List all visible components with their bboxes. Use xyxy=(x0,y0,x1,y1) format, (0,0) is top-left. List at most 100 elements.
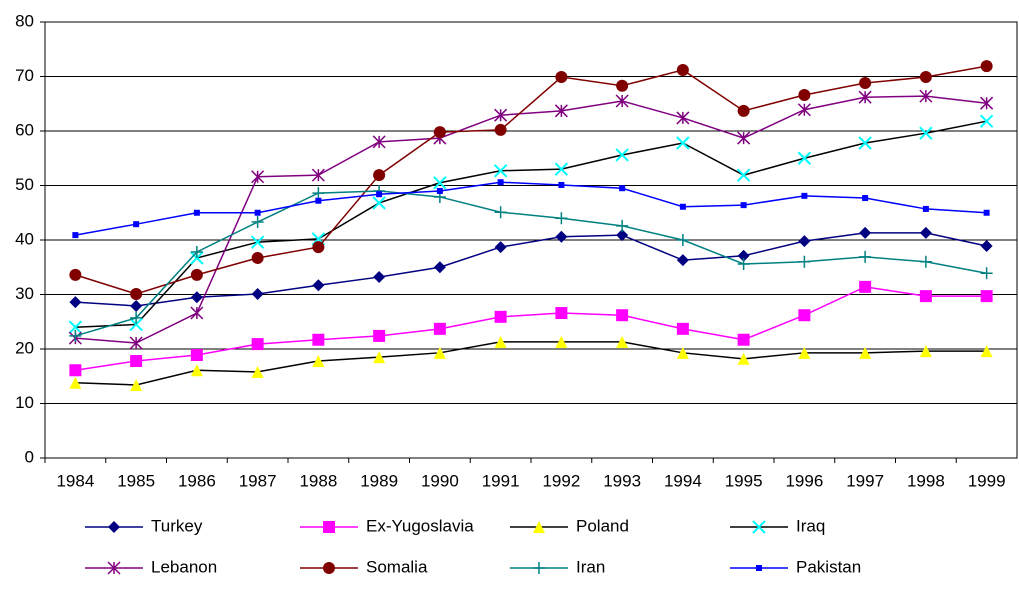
marker xyxy=(919,290,932,303)
marker xyxy=(919,126,933,140)
marker xyxy=(919,226,932,239)
marker xyxy=(740,202,747,209)
marker xyxy=(312,354,325,367)
marker xyxy=(801,192,808,199)
marker xyxy=(373,169,386,182)
marker xyxy=(129,336,143,350)
marker xyxy=(615,148,629,162)
marker xyxy=(619,185,626,192)
legend-label: Pakistan xyxy=(796,557,861,576)
legend-label: Iraq xyxy=(796,516,825,535)
marker xyxy=(190,245,203,258)
marker xyxy=(68,320,83,334)
marker xyxy=(190,291,203,304)
marker xyxy=(737,131,751,145)
legend-label: Turkey xyxy=(151,516,203,535)
marker xyxy=(133,221,140,228)
marker xyxy=(494,108,508,122)
legend-label: Somalia xyxy=(366,557,428,576)
marker xyxy=(433,176,447,190)
marker xyxy=(376,191,383,198)
y-tick-label: 50 xyxy=(15,175,34,194)
marker xyxy=(312,333,325,346)
x-tick-label: 1989 xyxy=(360,471,398,490)
series-line xyxy=(75,341,987,386)
marker xyxy=(919,345,932,358)
marker xyxy=(737,257,750,270)
marker xyxy=(980,60,993,73)
marker xyxy=(980,267,993,280)
marker xyxy=(983,209,990,216)
x-tick-label: 1999 xyxy=(968,471,1006,490)
marker xyxy=(129,317,143,332)
x-tick-label: 1997 xyxy=(846,471,884,490)
marker xyxy=(798,346,811,359)
marker xyxy=(797,151,812,165)
marker xyxy=(130,299,143,312)
series-line xyxy=(75,190,987,337)
marker xyxy=(737,104,750,117)
marker xyxy=(72,232,79,239)
marker xyxy=(676,111,690,125)
marker xyxy=(251,365,264,378)
marker xyxy=(676,322,689,335)
marker xyxy=(130,378,143,391)
x-tick-label: 1987 xyxy=(239,471,277,490)
marker xyxy=(190,306,204,320)
marker xyxy=(736,168,751,182)
marker xyxy=(69,364,82,377)
marker xyxy=(373,329,386,342)
marker xyxy=(554,104,568,118)
marker xyxy=(69,268,82,281)
marker xyxy=(493,164,508,178)
marker xyxy=(919,89,933,103)
y-tick-label: 30 xyxy=(15,284,34,303)
marker xyxy=(676,234,689,246)
x-tick-label: 1998 xyxy=(907,471,945,490)
marker xyxy=(312,279,325,292)
marker xyxy=(433,322,446,335)
marker xyxy=(737,352,750,365)
legend-label: Ex-Yugoslavia xyxy=(366,516,474,535)
marker xyxy=(251,170,265,184)
marker xyxy=(69,329,82,342)
marker xyxy=(555,230,568,243)
marker xyxy=(130,287,143,300)
marker xyxy=(616,229,629,242)
marker xyxy=(251,338,264,351)
legend-label: Lebanon xyxy=(151,557,217,576)
x-tick-label: 1984 xyxy=(56,471,94,490)
marker xyxy=(130,354,143,367)
marker xyxy=(130,311,143,324)
marker xyxy=(676,254,689,267)
series-line xyxy=(75,65,987,295)
marker xyxy=(555,307,568,320)
marker xyxy=(858,90,872,104)
series-line xyxy=(75,286,987,371)
marker xyxy=(373,351,386,364)
y-tick-label: 40 xyxy=(15,229,34,248)
marker xyxy=(980,96,994,110)
marker xyxy=(862,195,869,202)
marker xyxy=(494,241,507,254)
x-tick-label: 1992 xyxy=(542,471,580,490)
marker xyxy=(372,196,386,210)
marker xyxy=(737,249,750,262)
series-line xyxy=(75,95,987,344)
marker xyxy=(311,168,325,182)
marker xyxy=(315,197,322,204)
series-line xyxy=(75,120,987,328)
legend-marker xyxy=(752,520,766,534)
legend-marker xyxy=(108,521,120,533)
marker xyxy=(69,376,82,389)
marker xyxy=(679,203,686,210)
marker xyxy=(494,335,507,348)
marker xyxy=(433,261,446,274)
marker xyxy=(190,348,203,361)
y-tick-label: 70 xyxy=(15,66,34,85)
y-tick-label: 10 xyxy=(15,393,34,412)
y-tick-label: 0 xyxy=(25,447,34,466)
marker xyxy=(251,216,264,229)
